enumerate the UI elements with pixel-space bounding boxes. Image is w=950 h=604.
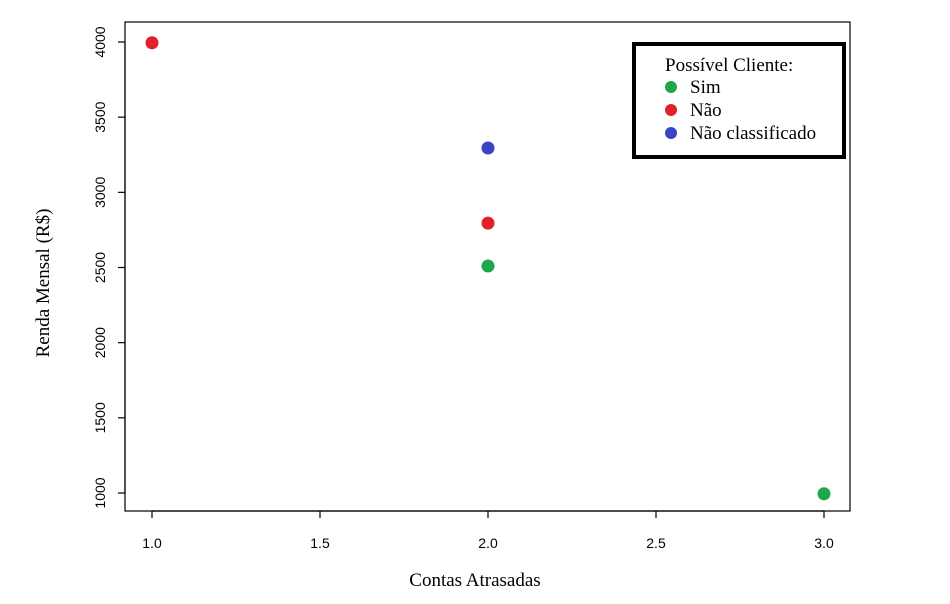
y-tick-label: 1500 <box>92 402 108 433</box>
x-axis-title: Contas Atrasadas <box>409 570 540 591</box>
y-axis: 1000 1500 2000 2500 3000 3500 4000 <box>92 26 126 509</box>
point-nao-classificado <box>481 141 495 155</box>
legend-label-nao-classificado: Não classificado <box>690 123 816 144</box>
legend-label-sim: Sim <box>690 77 721 98</box>
point-sim <box>481 259 495 273</box>
y-tick-label: 3500 <box>92 101 108 132</box>
point-nao <box>145 36 159 50</box>
x-tick-label: 2.0 <box>478 535 498 551</box>
y-tick-label: 2000 <box>92 327 108 358</box>
x-axis: 1.0 1.5 2.0 2.5 3.0 <box>142 510 834 551</box>
data-points <box>145 36 831 501</box>
x-tick-label: 3.0 <box>814 535 834 551</box>
point-sim <box>817 487 831 501</box>
x-tick-label: 1.0 <box>142 535 162 551</box>
legend-marker-nao <box>665 104 677 116</box>
legend-marker-nao-classificado <box>665 127 677 139</box>
y-tick-label: 1000 <box>92 477 108 508</box>
legend-label-nao: Não <box>690 100 722 121</box>
legend-marker-sim <box>665 81 677 93</box>
y-tick-label: 3000 <box>92 177 108 208</box>
legend-title: Possível Cliente: <box>665 55 793 76</box>
x-tick-label: 2.5 <box>646 535 666 551</box>
point-nao <box>481 216 495 230</box>
y-tick-label: 4000 <box>92 26 108 57</box>
x-tick-label: 1.5 <box>310 535 330 551</box>
y-tick-label: 2500 <box>92 252 108 283</box>
y-axis-title: Renda Mensal (R$) <box>33 209 54 358</box>
